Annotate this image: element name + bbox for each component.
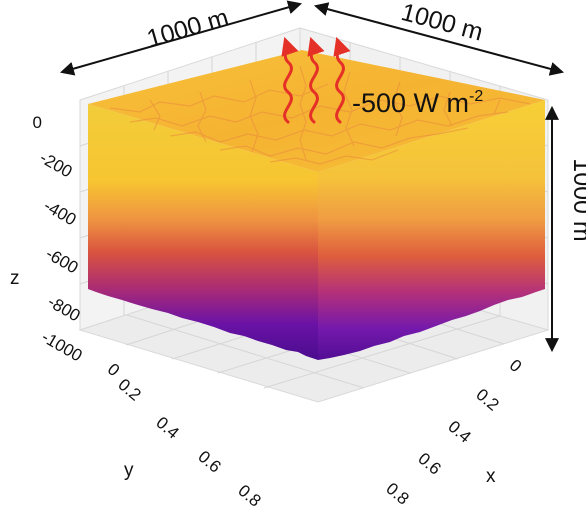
x-axis: 0 0.2 0.4 0.6 0.8 x <box>382 355 525 508</box>
x-tick-label: 0.6 <box>414 449 444 479</box>
y-tick-label: 0.2 <box>114 375 144 405</box>
x-tick-label: 0 <box>506 355 525 376</box>
y-tick-label: 0.4 <box>152 413 182 443</box>
flux-exponent: -2 <box>469 88 483 105</box>
z-tick-label: -1000 <box>38 327 85 365</box>
dimension-arrows <box>59 0 565 353</box>
width-arrow-right <box>313 2 565 76</box>
z-axis-name: z <box>10 268 20 289</box>
flux-arrow-2 <box>307 36 325 124</box>
width-arrow-left <box>59 0 303 76</box>
x-axis-name: x <box>486 466 496 487</box>
box-top-surface <box>88 50 545 172</box>
width-label-left: 1000 m <box>144 3 232 53</box>
depth-label: 1000 m <box>568 158 586 241</box>
y-tick-label: 0.8 <box>234 481 264 511</box>
z-axis: 0 -200 -400 -600 -800 -1000 z <box>10 113 86 365</box>
flux-label: -500 W m-2 <box>352 88 483 118</box>
y-axis-name: y <box>124 460 134 481</box>
x-tick-label: 0.8 <box>382 479 412 509</box>
x-tick-label: 0.4 <box>444 417 474 447</box>
z-tick-label: 0 <box>33 113 42 132</box>
y-axis: 0 0.2 0.4 0.6 0.8 y <box>104 359 265 510</box>
z-tick-label: -200 <box>37 148 76 181</box>
x-tick-label: 0.2 <box>472 385 502 415</box>
y-tick-label: 0.6 <box>194 447 224 477</box>
box-left-face <box>88 104 318 360</box>
y-tick-label: 0 <box>104 359 123 380</box>
z-tick-label: -400 <box>41 196 80 229</box>
z-tick-label: -600 <box>43 244 82 277</box>
z-tick-label: -800 <box>45 292 84 325</box>
box-right-face <box>318 100 545 360</box>
